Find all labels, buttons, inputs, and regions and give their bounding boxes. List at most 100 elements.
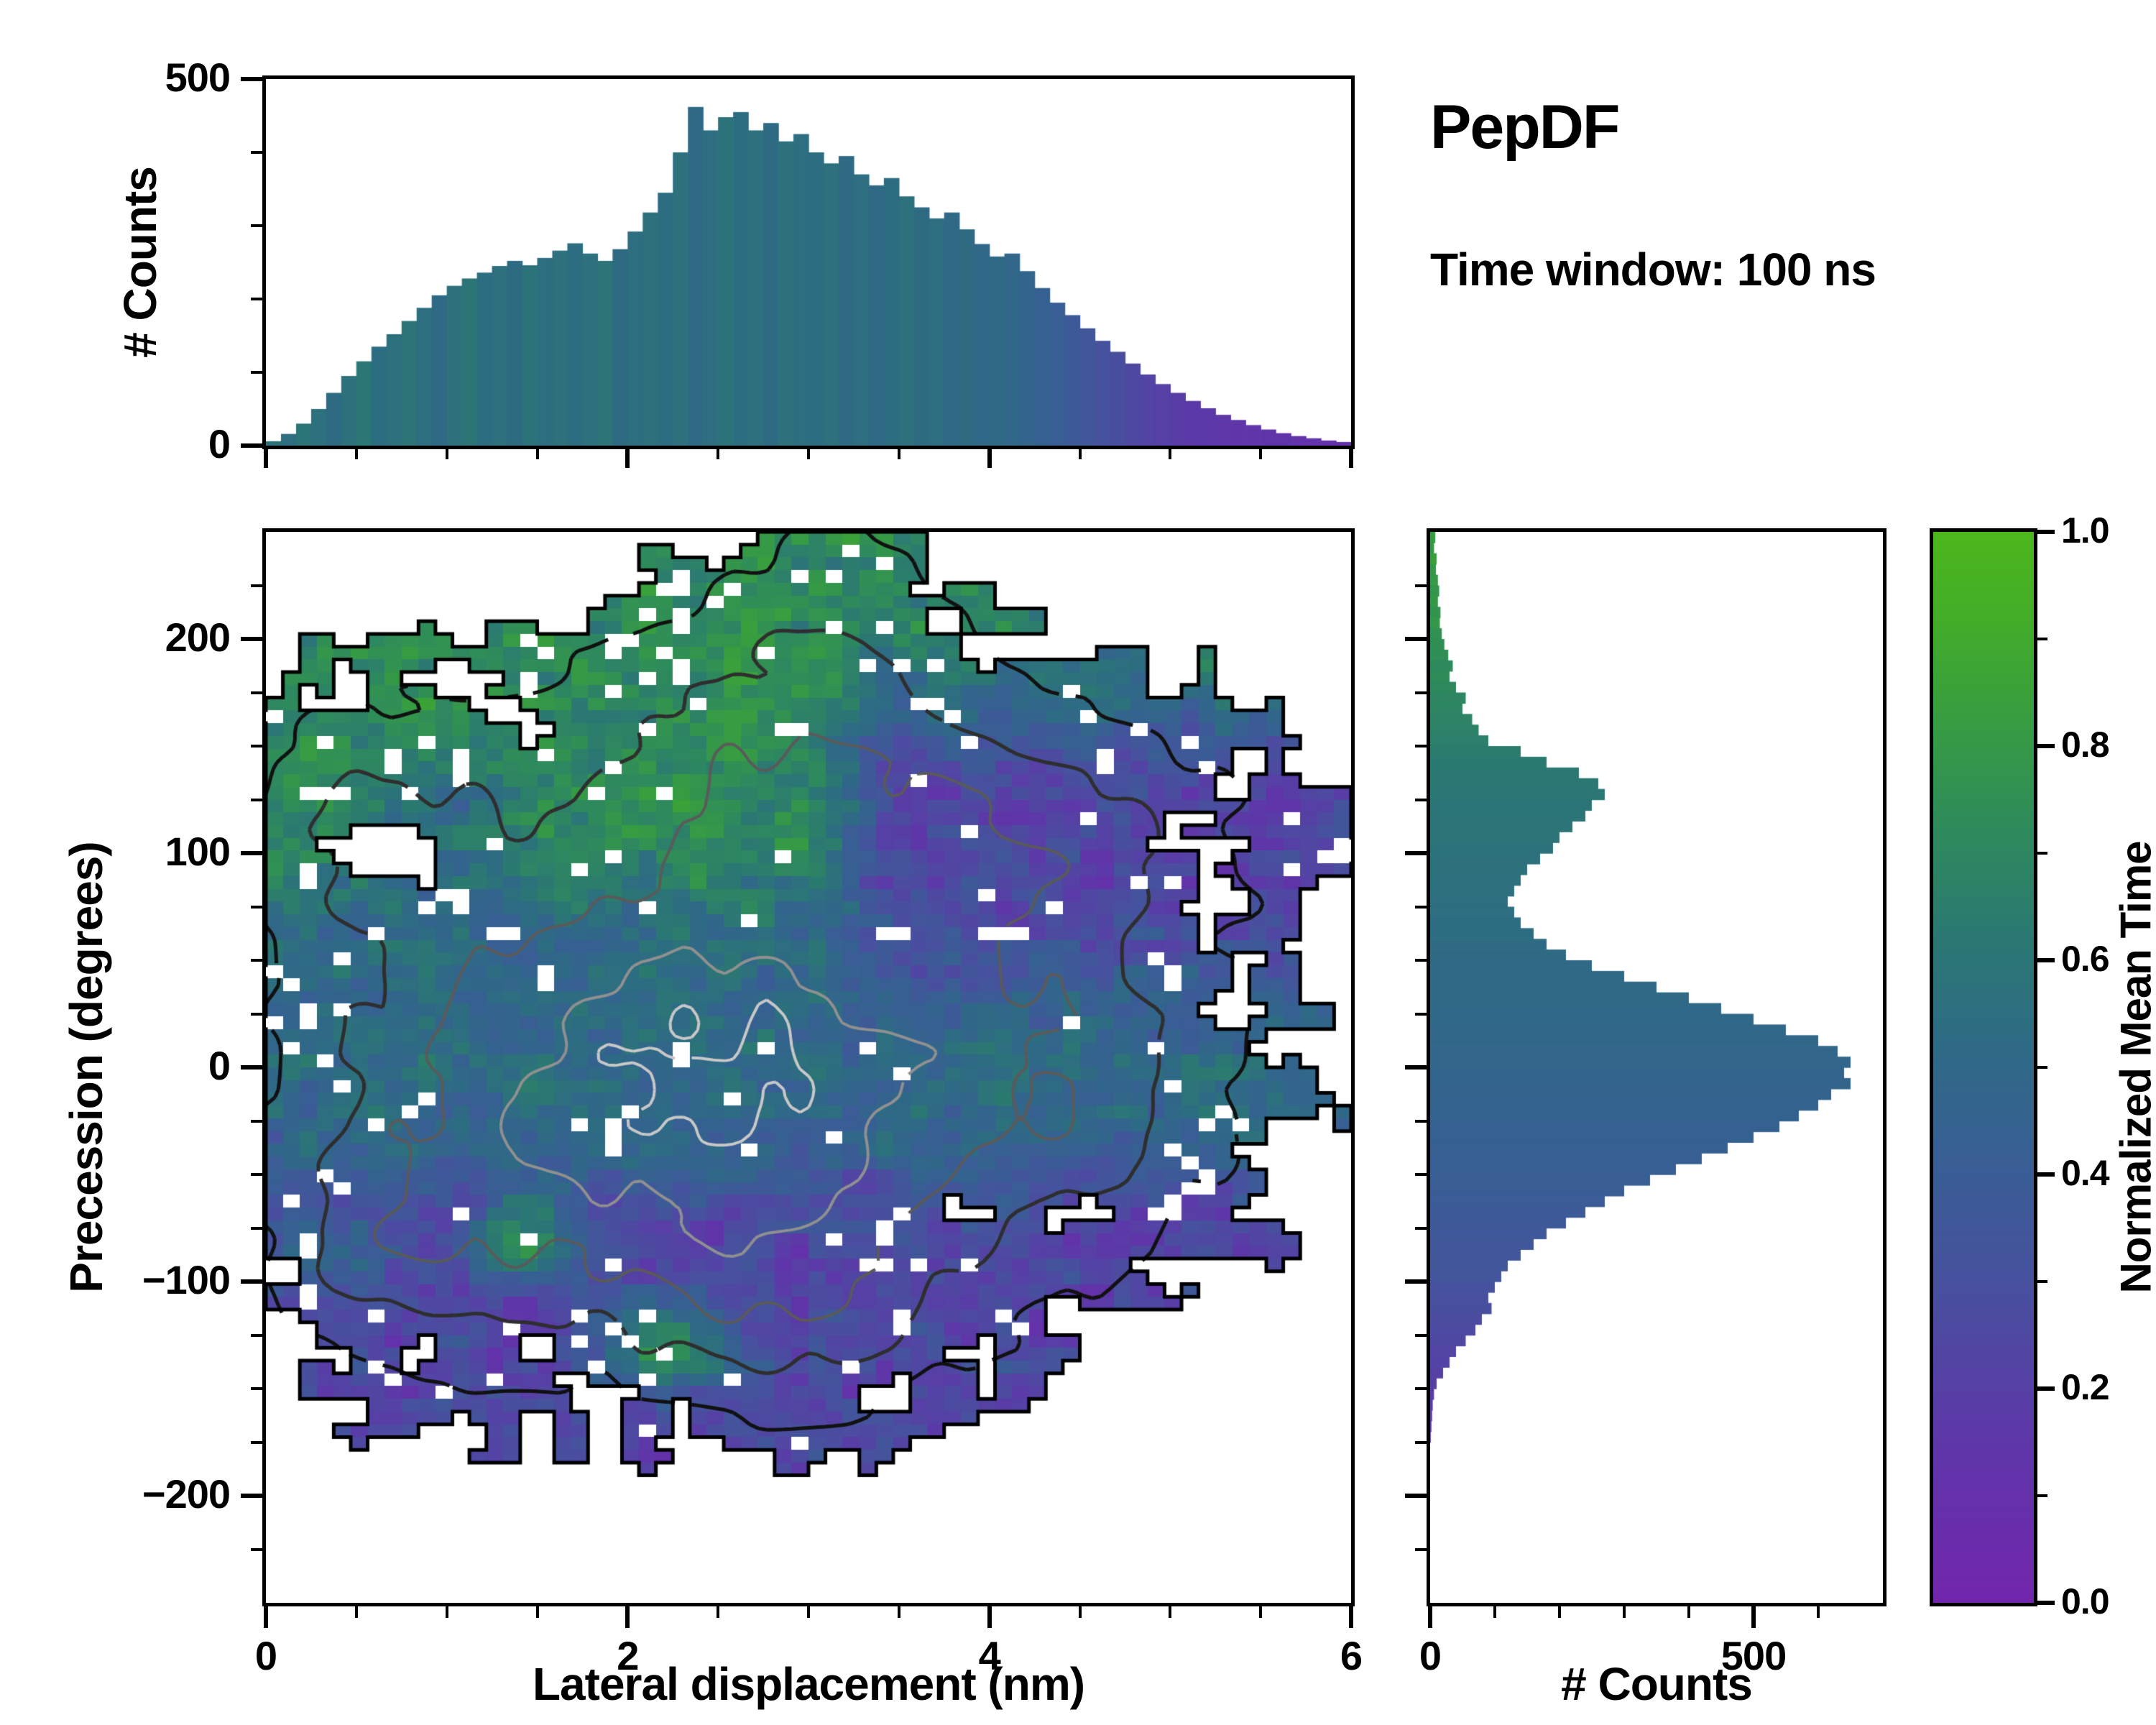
tick-label: 0	[1419, 1633, 1442, 1678]
tick-label: 0.4	[2061, 1153, 2110, 1193]
axis-tick	[1415, 1173, 1427, 1176]
axis-tick	[2037, 1280, 2047, 1283]
axis-tick	[251, 298, 262, 300]
axis-tick	[1415, 1387, 1427, 1390]
tick-label: 200	[165, 615, 231, 660]
axis-tick	[354, 1606, 358, 1618]
axis-tick	[807, 1606, 810, 1618]
colorbar-canvas	[1933, 532, 2034, 1603]
axis-tick	[1817, 1606, 1820, 1618]
axis-tick	[1415, 798, 1427, 801]
axis-tick	[987, 1606, 992, 1628]
axis-tick	[1415, 905, 1427, 908]
axis-tick	[1169, 1606, 1172, 1618]
axis-tick	[241, 1494, 262, 1498]
tick-label: 0	[254, 1633, 277, 1678]
top-histogram-canvas	[266, 79, 1351, 446]
axis-tick	[987, 449, 992, 468]
axis-tick	[264, 1606, 268, 1628]
tick-label: 6	[1340, 1633, 1363, 1678]
colorbar-label: Normalized Mean Time	[2111, 841, 2156, 1294]
axis-tick	[2037, 1386, 2055, 1391]
right-histogram-canvas	[1430, 532, 1883, 1603]
axis-tick	[241, 77, 262, 81]
axis-tick	[897, 449, 900, 459]
axis-tick	[535, 449, 539, 459]
heatmap-panel	[262, 528, 1355, 1606]
colorbar-panel	[1930, 528, 2037, 1606]
axis-tick	[1415, 584, 1427, 587]
axis-tick	[1623, 1606, 1626, 1618]
axis-tick	[251, 1012, 262, 1016]
tick-label: 0.2	[2061, 1367, 2110, 1407]
axis-tick	[625, 449, 630, 468]
axis-tick	[717, 1606, 720, 1618]
axis-tick	[241, 851, 262, 855]
axis-tick	[2037, 1172, 2055, 1177]
axis-tick	[1405, 1494, 1427, 1498]
axis-tick	[251, 224, 262, 227]
axis-tick	[1415, 1012, 1427, 1016]
right-histogram-xlabel: # Counts	[1561, 1658, 1753, 1710]
axis-tick	[1415, 1547, 1427, 1551]
axis-tick	[1415, 1226, 1427, 1230]
axis-tick	[897, 1606, 900, 1618]
axis-tick	[251, 745, 262, 748]
axis-tick	[251, 584, 262, 587]
axis-tick	[251, 1119, 262, 1123]
axis-tick	[1415, 1119, 1427, 1123]
axis-tick	[1493, 1606, 1496, 1618]
axis-tick	[1349, 449, 1353, 468]
axis-tick	[251, 1547, 262, 1551]
axis-tick	[2037, 638, 2047, 640]
axis-tick	[1259, 1606, 1263, 1618]
axis-tick	[251, 905, 262, 908]
axis-tick	[1405, 637, 1427, 641]
axis-tick	[1078, 449, 1082, 459]
tick-label: 0.6	[2061, 939, 2110, 979]
axis-tick	[445, 449, 448, 459]
precession-axis-label: Precession (degrees)	[60, 842, 112, 1293]
axis-tick	[1405, 1279, 1427, 1284]
tick-label: 1.0	[2061, 510, 2110, 551]
tick-label: 0	[208, 421, 231, 466]
axis-tick	[251, 691, 262, 694]
axis-tick	[1405, 851, 1427, 855]
axis-tick	[241, 1065, 262, 1070]
axis-tick	[1415, 959, 1427, 962]
right-histogram-panel	[1427, 528, 1886, 1606]
axis-tick	[251, 151, 262, 154]
axis-tick	[251, 1333, 262, 1337]
axis-tick	[251, 371, 262, 374]
axis-tick	[445, 1606, 448, 1618]
axis-tick	[717, 449, 720, 459]
axis-tick	[1415, 691, 1427, 694]
axis-tick	[241, 1279, 262, 1284]
axis-tick	[251, 1226, 262, 1230]
top-histogram-ylabel: # Counts	[114, 167, 166, 358]
axis-tick	[1259, 449, 1263, 459]
axis-tick	[241, 443, 262, 448]
tick-label: 500	[165, 55, 231, 100]
axis-tick	[1415, 745, 1427, 748]
axis-tick	[1428, 1606, 1432, 1628]
axis-tick	[2037, 530, 2055, 534]
tick-label: −200	[142, 1471, 231, 1517]
axis-tick	[1349, 1606, 1353, 1628]
axis-tick	[251, 1173, 262, 1176]
axis-tick	[2037, 1066, 2047, 1069]
figure-subtitle: Time window: 100 ns	[1430, 244, 1876, 295]
axis-tick	[1169, 449, 1172, 459]
axis-tick	[2037, 958, 2055, 962]
axis-tick	[1078, 1606, 1082, 1618]
axis-tick	[251, 959, 262, 962]
axis-tick	[2037, 744, 2055, 748]
axis-tick	[2037, 852, 2047, 855]
axis-tick	[1415, 1333, 1427, 1337]
axis-tick	[264, 449, 268, 468]
axis-tick	[1558, 1606, 1561, 1618]
axis-tick	[1405, 1065, 1427, 1070]
tick-label: 0.8	[2061, 724, 2110, 765]
top-histogram-panel	[262, 75, 1355, 449]
